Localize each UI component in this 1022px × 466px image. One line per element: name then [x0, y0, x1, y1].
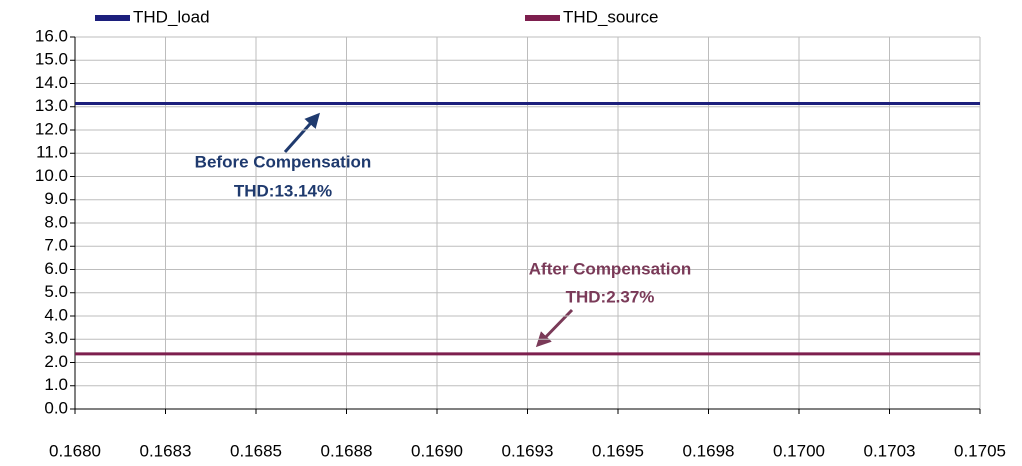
x-tick-label: 0.1693 — [502, 441, 554, 460]
x-tick-label: 0.1705 — [954, 441, 1006, 460]
x-tick-label: 0.1688 — [321, 441, 373, 460]
y-tick-label: 10.0 — [35, 166, 68, 185]
annotation: THD:13.14% — [234, 181, 332, 200]
y-tick-label: 1.0 — [44, 375, 68, 394]
y-tick-label: 5.0 — [44, 282, 68, 301]
y-tick-label: 6.0 — [44, 259, 68, 278]
x-tick-label: 0.1695 — [592, 441, 644, 460]
y-tick-label: 11.0 — [36, 143, 68, 162]
y-tick-label: 0.0 — [44, 398, 68, 417]
legend-swatch — [525, 15, 560, 21]
y-tick-label: 16.0 — [35, 26, 68, 45]
x-tick-label: 0.1700 — [773, 441, 825, 460]
x-tick-label: 0.1690 — [411, 441, 463, 460]
legend-swatch — [95, 15, 130, 21]
y-tick-label: 15.0 — [35, 50, 68, 69]
y-tick-label: 13.0 — [35, 96, 68, 115]
legend-label: THD_source — [563, 7, 658, 26]
x-tick-label: 0.1703 — [864, 441, 916, 460]
annotation: THD:2.37% — [566, 287, 655, 306]
y-tick-label: 9.0 — [44, 189, 68, 208]
y-tick-label: 7.0 — [44, 236, 68, 255]
y-tick-label: 12.0 — [35, 119, 68, 138]
x-tick-label: 0.1680 — [49, 441, 101, 460]
x-tick-label: 0.1683 — [140, 441, 192, 460]
y-tick-label: 2.0 — [44, 352, 68, 371]
x-tick-label: 0.1698 — [683, 441, 735, 460]
y-tick-label: 8.0 — [44, 212, 68, 231]
y-tick-label: 14.0 — [35, 73, 68, 92]
arrow — [283, 112, 320, 153]
y-tick-label: 4.0 — [44, 305, 68, 324]
x-tick-label: 0.1685 — [230, 441, 282, 460]
y-tick-label: 3.0 — [44, 329, 68, 348]
annotation: Before Compensation — [195, 152, 372, 171]
legend-label: THD_load — [133, 7, 210, 26]
annotation: After Compensation — [529, 259, 691, 278]
